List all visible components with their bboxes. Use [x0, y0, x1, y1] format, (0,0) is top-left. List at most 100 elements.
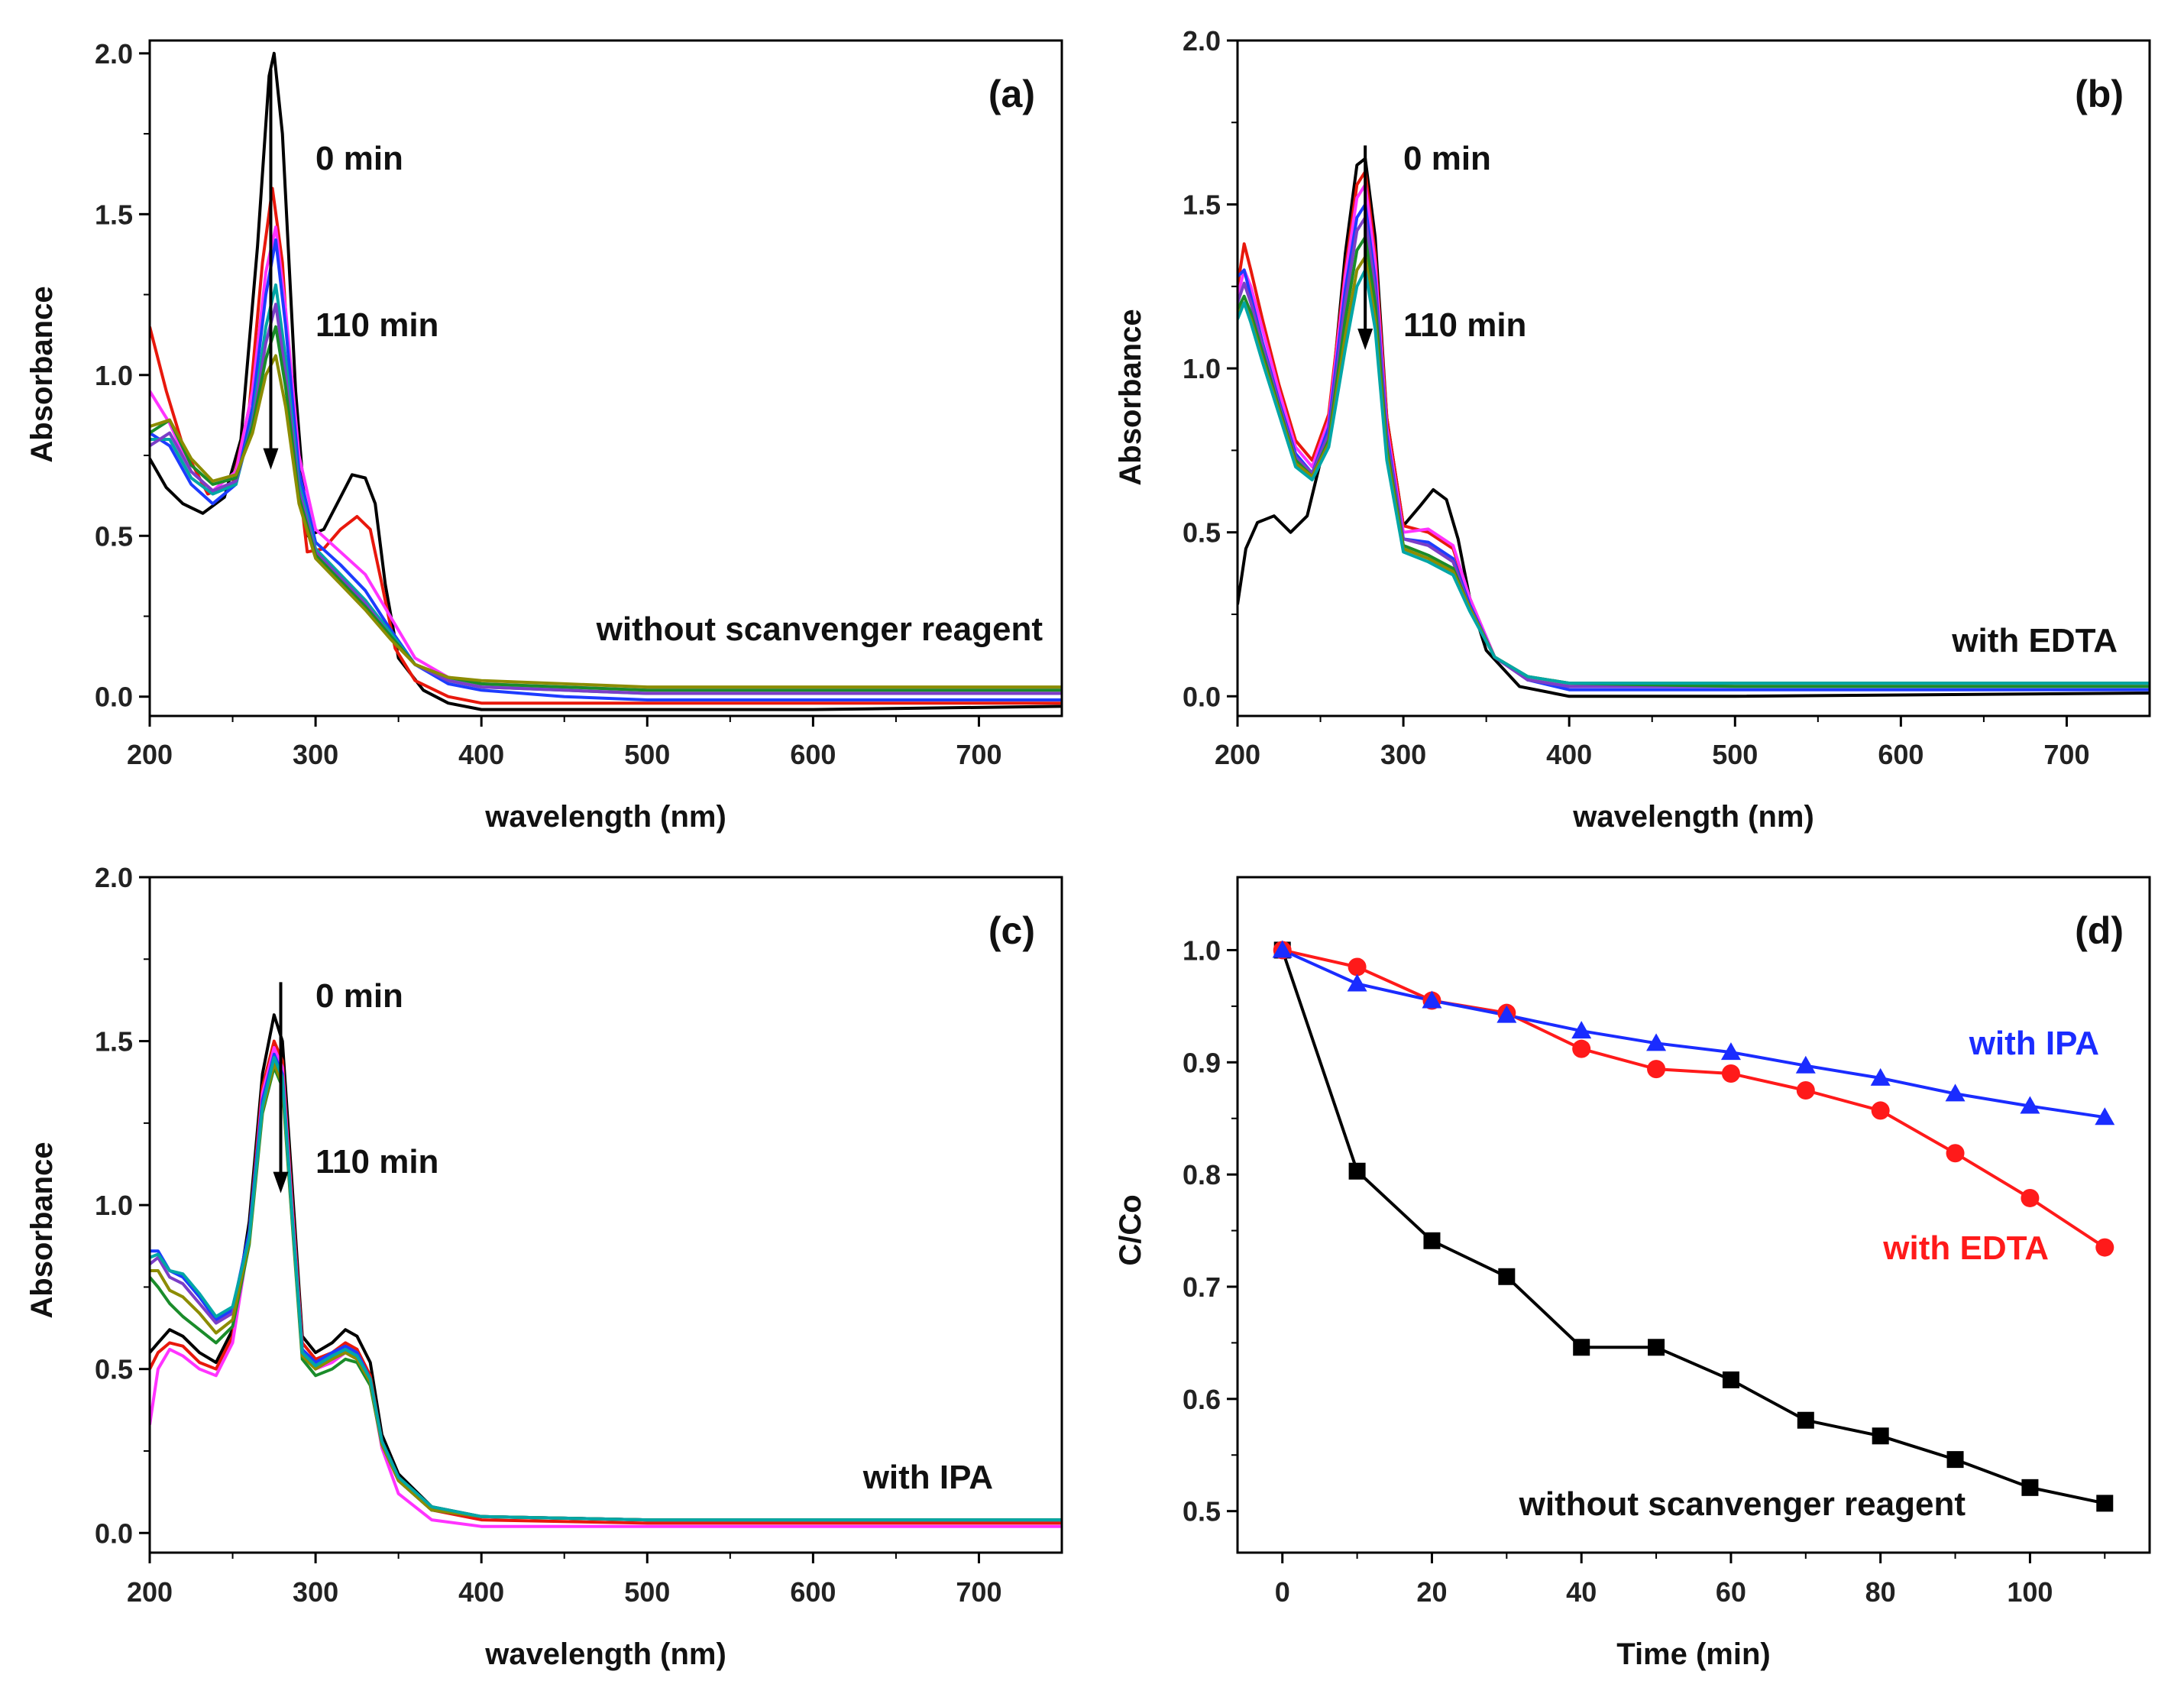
plot-c: 200 300 400 500 600 700 0.0 0.5 1.0 1.5 2.0 [95, 862, 1063, 1608]
marker-d-1-6 [1721, 1064, 1740, 1083]
marker-d-2-4 [1571, 1021, 1592, 1039]
marker-d-1-11 [2095, 1238, 2114, 1257]
x-tick-label-c-3: 500 [624, 1576, 670, 1608]
annot-start-b: 0 min [1403, 140, 1491, 177]
marker-d-2-10 [2020, 1096, 2040, 1114]
panel-label-b: (b) [2075, 73, 2124, 115]
marker-d-1-10 [2021, 1188, 2040, 1207]
x-tick-label-d-0: 0 [1275, 1576, 1290, 1608]
annot-ipa-d: with IPA [1969, 1025, 2099, 1062]
marker-d-1-1 [1348, 957, 1367, 977]
y-tick-label-b-0: 0.0 [1183, 681, 1221, 712]
marker-d-0-4 [1573, 1339, 1590, 1356]
panel-a: Absorbance wavelength (nm) (a) 0 min 110… [25, 73, 1043, 834]
xlabel-d: Time (min) [1616, 1637, 1771, 1671]
marker-d-2-6 [1720, 1042, 1741, 1061]
x-tick-label-c-0: 200 [127, 1576, 173, 1608]
marker-d-2-2 [1422, 990, 1442, 1009]
y-tick-label-a-0: 0.0 [95, 682, 133, 713]
marker-d-0-9 [1946, 1451, 1964, 1469]
x-tick-label-c-4: 600 [790, 1576, 836, 1608]
marker-d-0-8 [1872, 1427, 1889, 1445]
x-tick-label-c-2: 400 [458, 1576, 504, 1608]
y-tick-label-d-2: 0.7 [1183, 1271, 1221, 1303]
marker-d-2-1 [1347, 973, 1367, 992]
series-line-d-0 [1280, 949, 2105, 1505]
marker-d-0-6 [1722, 1371, 1739, 1388]
x-tick-label-d-1: 20 [1416, 1576, 1447, 1608]
xlabel-c: wavelength (nm) [484, 1637, 726, 1671]
y-tick-label-b-3: 1.5 [1183, 189, 1221, 221]
y-tick-label-a-1: 0.5 [95, 520, 133, 552]
series-line-c-7 [150, 1056, 1062, 1522]
marker-d-2-5 [1646, 1033, 1667, 1051]
marker-d-0-5 [1648, 1339, 1665, 1356]
x-tick-label-a-3: 500 [624, 739, 670, 770]
y-tick-label-c-0: 0.0 [95, 1517, 133, 1549]
annot-end-c: 110 min [315, 1143, 438, 1181]
arrow-head-b [1357, 329, 1373, 351]
y-tick-label-d-1: 0.6 [1183, 1384, 1221, 1415]
x-tick-label-d-3: 60 [1716, 1576, 1746, 1608]
x-tick-label-b-1: 300 [1380, 739, 1426, 770]
series-line-a-3 [150, 238, 1062, 701]
marker-d-0-11 [2096, 1495, 2114, 1512]
panel-label-d: (d) [2075, 909, 2124, 952]
series-line-a-7 [150, 354, 1062, 689]
plot-frame-d [1236, 876, 2151, 1554]
xlabel-b: wavelength (nm) [1572, 800, 1814, 834]
annot-end-a: 110 min [315, 306, 438, 344]
x-tick-label-a-0: 200 [127, 739, 173, 770]
x-tick-label-a-5: 700 [956, 739, 1001, 770]
annot-edta-d: with EDTA [1882, 1229, 2049, 1267]
x-tick-label-b-4: 600 [1878, 739, 1924, 770]
marker-d-2-7 [1795, 1055, 1816, 1074]
annot-start-c: 0 min [315, 977, 403, 1015]
marker-d-0-1 [1348, 1162, 1366, 1180]
marker-d-1-9 [1946, 1144, 1965, 1163]
marker-d-2-3 [1496, 1005, 1517, 1023]
y-tick-label-b-2: 1.0 [1183, 353, 1221, 384]
y-tick-label-a-4: 2.0 [95, 38, 133, 70]
marker-d-1-7 [1796, 1081, 1815, 1100]
x-tick-label-c-1: 300 [293, 1576, 338, 1608]
plot-frame-c [148, 876, 1063, 1554]
panel-c: Absorbance wavelength (nm) (c) 0 min 110… [25, 909, 1035, 1671]
marker-d-0-2 [1423, 1232, 1441, 1249]
marker-d-2-9 [1945, 1083, 1966, 1102]
plot-b: 200 300 400 500 600 700 0.0 0.5 1.0 1.5 2.0 [1183, 25, 2151, 770]
x-tick-label-b-3: 500 [1712, 739, 1758, 770]
plot-frame-a [148, 39, 1063, 717]
marker-d-2-11 [2095, 1107, 2115, 1126]
ylabel-b: Absorbance [1114, 309, 1147, 485]
marker-d-1-4 [1572, 1039, 1591, 1058]
x-tick-label-c-5: 700 [956, 1576, 1001, 1608]
annot-without-d: without scanvenger reagent [1519, 1485, 1966, 1523]
annot-condition-b: with EDTA [1951, 622, 2118, 659]
x-tick-label-b-0: 200 [1215, 739, 1260, 770]
annot-end-b: 110 min [1403, 306, 1526, 344]
x-tick-label-a-2: 400 [458, 739, 504, 770]
series-line-d-2 [1281, 948, 2105, 1119]
y-tick-label-c-2: 1.0 [95, 1190, 133, 1221]
x-tick-label-d-2: 40 [1566, 1576, 1597, 1608]
series-group-c [150, 1013, 1062, 1528]
plot-frame-b [1236, 39, 2151, 717]
y-tick-label-d-3: 0.8 [1183, 1159, 1221, 1190]
x-tick-label-d-4: 80 [1865, 1576, 1896, 1608]
panel-b: Absorbance wavelength (nm) (b) 0 min 110… [1114, 73, 2124, 834]
series-line-b-7 [1238, 268, 2150, 685]
plot-a: 200 300 400 500 600 700 0.0 0.5 1.0 1.5 2.0 [95, 38, 1063, 770]
y-tick-label-c-3: 1.5 [95, 1026, 133, 1058]
y-tick-label-a-3: 1.5 [95, 199, 133, 230]
xlabel-a: wavelength (nm) [484, 800, 726, 834]
x-tick-label-a-4: 600 [790, 739, 836, 770]
series-group-a [150, 51, 1062, 711]
plot-d: 0 20 40 60 80 100 0.5 0.6 0.7 0.8 0.9 1.0 [1183, 876, 2151, 1608]
series-group-d [1280, 948, 2106, 1505]
marker-d-1-5 [1647, 1060, 1666, 1079]
y-tick-label-a-2: 1.0 [95, 360, 133, 391]
annot-condition-c: with IPA [862, 1459, 993, 1496]
